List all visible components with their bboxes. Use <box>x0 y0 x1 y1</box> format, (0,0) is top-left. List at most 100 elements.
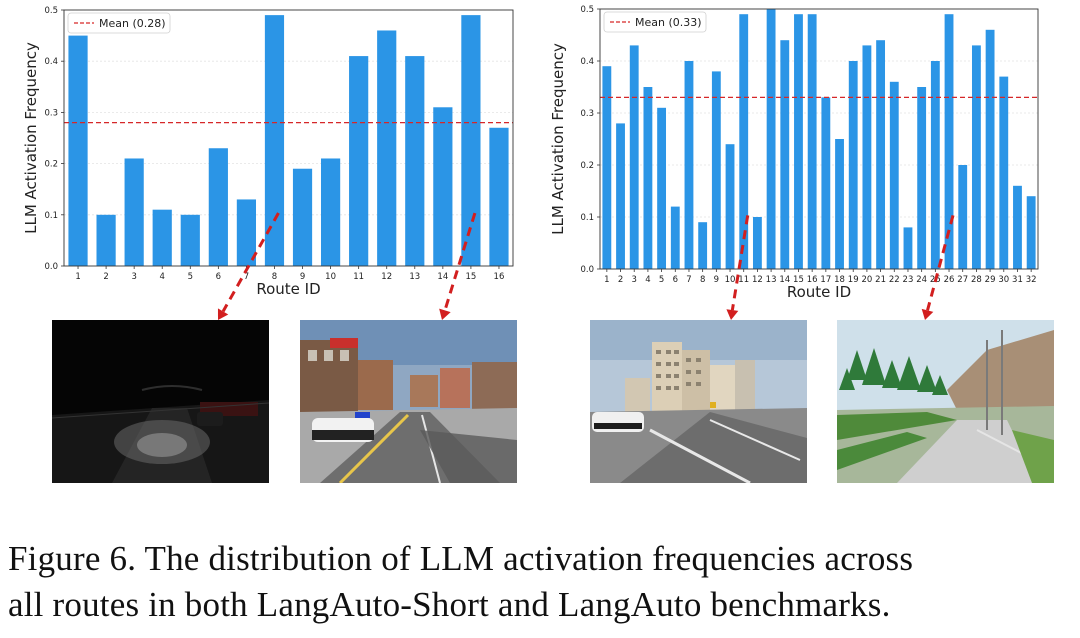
callout-arrow-line <box>443 212 477 311</box>
y-tick-label: 0.4 <box>44 57 58 67</box>
caption-line-2: all routes in both LangAuto-Short and La… <box>8 585 891 624</box>
x-tick-label: 32 <box>1026 275 1037 285</box>
x-tick-label: 14 <box>437 272 448 282</box>
x-tick-label: 30 <box>998 275 1009 285</box>
x-tick-label: 8 <box>700 275 705 285</box>
callout-arrow-head <box>217 308 229 320</box>
bar-route-10 <box>725 144 735 269</box>
legend-box <box>603 11 707 33</box>
y-axis-label: LLM Activation Frequency <box>22 42 40 234</box>
bar-route-6 <box>208 148 228 266</box>
bar-route-32 <box>1026 196 1036 269</box>
x-tick-label: 3 <box>632 275 637 285</box>
bar-route-14 <box>780 40 790 270</box>
x-tick-label: 29 <box>985 275 996 285</box>
bar-route-23 <box>903 227 913 269</box>
forest-scene-image <box>837 320 1054 483</box>
bar-route-10 <box>320 158 341 266</box>
x-tick-label: 5 <box>659 275 664 285</box>
x-tick-label: 26 <box>944 275 955 285</box>
bar-route-28 <box>971 45 981 270</box>
bar-route-2 <box>616 123 625 270</box>
y-tick-label: 0.3 <box>580 109 594 119</box>
bar-route-9 <box>292 168 313 266</box>
bar-route-25 <box>930 61 940 269</box>
x-tick-label: 24 <box>916 275 927 285</box>
y-tick-label: 0.2 <box>44 160 58 170</box>
bar-route-8 <box>264 15 285 267</box>
bar-route-15 <box>461 15 481 267</box>
legend: Mean (0.28) <box>67 12 171 34</box>
bar-route-26 <box>944 14 954 270</box>
x-tick-label: 23 <box>903 275 914 285</box>
x-tick-label: 13 <box>409 272 420 282</box>
bar-route-3 <box>124 158 144 266</box>
y-tick-label: 0.0 <box>44 262 58 272</box>
bar-route-1 <box>68 35 88 266</box>
callout-arrow-line <box>221 212 280 313</box>
bar-route-14 <box>433 107 453 266</box>
bar-route-29 <box>985 29 995 269</box>
chart-2: 0.00.10.20.30.40.51 2 3 4 5 6 7 8 9 10 11 12 13 14 15 1… <box>549 5 1039 301</box>
figure-caption: Figure 6. The distribution of LLM activa… <box>8 536 1078 628</box>
bar-route-7 <box>236 199 257 266</box>
bar-route-5 <box>180 214 200 266</box>
x-tick-label: 13 <box>766 275 777 285</box>
x-tick-label: 4 <box>645 275 650 285</box>
bar-route-31 <box>1013 185 1022 269</box>
bar-route-30 <box>999 76 1009 269</box>
bar-route-13 <box>766 9 776 269</box>
x-tick-label: 11 <box>353 272 364 282</box>
callout-arrow-line <box>926 215 955 311</box>
callout-arrows <box>217 212 955 320</box>
night-scene-image <box>52 320 269 483</box>
bar-route-17 <box>821 97 831 270</box>
bar-route-9 <box>711 71 721 270</box>
y-tick-label: 0.1 <box>44 211 58 221</box>
bar-route-11 <box>349 56 369 266</box>
x-tick-label: 5 <box>188 272 193 282</box>
x-tick-label: 31 <box>1012 275 1023 285</box>
y-axis-label: LLM Activation Frequency <box>549 43 567 235</box>
plot-frame <box>63 9 514 267</box>
bar-route-2 <box>96 214 116 266</box>
callout-arrow-head <box>921 308 934 320</box>
bar-route-22 <box>889 81 899 269</box>
bar-route-11 <box>739 14 749 270</box>
bar-route-20 <box>862 45 872 270</box>
y-tick-label: 0.0 <box>580 265 594 275</box>
x-tick-label: 9 <box>300 272 305 282</box>
x-tick-label: 10 <box>325 272 336 282</box>
bar-route-4 <box>643 87 653 269</box>
x-tick-label: 12 <box>752 275 763 285</box>
y-tick-label: 0.3 <box>44 108 58 118</box>
legend-label: Mean (0.28) <box>99 17 166 30</box>
y-tick-label: 0.2 <box>580 161 594 171</box>
y-tick-label: 0.4 <box>580 57 594 67</box>
callout-arrow-head <box>726 309 739 320</box>
bar-route-1 <box>602 66 612 269</box>
city-scene-image <box>300 320 517 483</box>
x-tick-label: 21 <box>875 275 886 285</box>
bar-route-19 <box>848 61 858 269</box>
bar-route-4 <box>152 209 172 266</box>
bar-route-21 <box>876 40 886 270</box>
x-tick-label: 9 <box>714 275 719 285</box>
x-axis-label: Route ID <box>256 280 320 298</box>
x-tick-label: 8 <box>272 272 277 282</box>
bar-route-18 <box>835 139 844 269</box>
legend-box <box>67 12 171 34</box>
x-tick-label: 1 <box>604 275 609 285</box>
y-tick-label: 0.1 <box>580 213 594 223</box>
y-tick-label: 0.5 <box>44 6 58 16</box>
x-tick-label: 15 <box>465 272 476 282</box>
x-tick-label: 6 <box>673 275 678 285</box>
caption-line-1: Figure 6. The distribution of LLM activa… <box>8 539 914 578</box>
x-tick-label: 20 <box>861 275 872 285</box>
bar-route-16 <box>489 127 509 266</box>
bar-route-6 <box>670 206 680 269</box>
bar-route-15 <box>794 14 803 270</box>
figure-charts: 0.00.10.20.30.40.51 2 3 4 5 6 7 8 9 10 11 12 13 14 15 1… <box>22 5 1039 320</box>
x-tick-label: 12 <box>381 272 392 282</box>
bar-route-24 <box>917 87 927 269</box>
